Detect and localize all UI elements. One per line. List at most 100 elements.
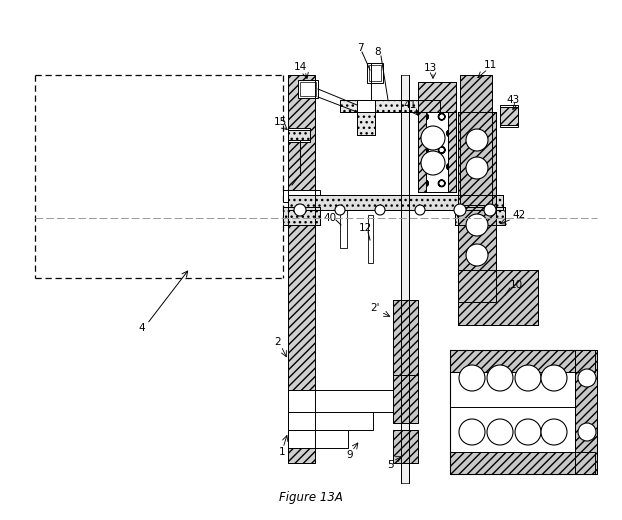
Bar xyxy=(357,112,375,135)
Bar xyxy=(288,128,310,142)
Bar xyxy=(500,107,518,125)
Text: 1: 1 xyxy=(279,447,285,457)
Bar xyxy=(460,75,492,205)
Text: 14: 14 xyxy=(294,62,307,72)
Bar xyxy=(283,207,320,225)
Circle shape xyxy=(541,365,567,391)
Text: 13: 13 xyxy=(424,63,437,73)
Bar xyxy=(450,452,595,474)
Text: 43: 43 xyxy=(507,95,520,105)
Circle shape xyxy=(466,157,488,179)
Bar xyxy=(455,207,505,225)
Bar xyxy=(288,412,373,430)
Circle shape xyxy=(578,423,596,441)
Bar xyxy=(455,207,505,225)
Bar xyxy=(450,452,595,474)
Circle shape xyxy=(487,419,513,445)
Bar xyxy=(450,350,595,372)
Bar xyxy=(393,430,418,463)
Bar xyxy=(418,112,426,192)
Circle shape xyxy=(466,214,488,236)
Bar xyxy=(458,207,496,302)
Bar xyxy=(288,195,503,210)
Bar xyxy=(283,190,320,202)
Bar xyxy=(340,100,440,112)
Circle shape xyxy=(454,204,466,216)
Bar xyxy=(458,112,496,207)
Bar xyxy=(500,107,518,125)
Circle shape xyxy=(335,205,345,215)
Circle shape xyxy=(484,204,496,216)
Circle shape xyxy=(466,244,488,266)
Bar xyxy=(500,105,518,127)
Text: 12: 12 xyxy=(358,223,371,233)
Bar xyxy=(288,75,315,463)
Text: Figure 13A: Figure 13A xyxy=(279,491,343,504)
Bar xyxy=(357,100,375,135)
Bar xyxy=(300,82,316,96)
Text: 15: 15 xyxy=(274,117,287,127)
Bar xyxy=(458,270,538,325)
Bar xyxy=(575,350,597,474)
Text: 7: 7 xyxy=(356,43,363,53)
Text: 9: 9 xyxy=(346,450,353,460)
Text: 41: 41 xyxy=(404,100,417,110)
Text: 40: 40 xyxy=(323,213,337,223)
Text: 2: 2 xyxy=(275,337,281,347)
Bar xyxy=(393,375,418,423)
Bar xyxy=(393,300,418,375)
Circle shape xyxy=(515,419,541,445)
Bar xyxy=(418,82,456,112)
Bar xyxy=(288,195,503,210)
Bar xyxy=(357,112,375,135)
Text: 42: 42 xyxy=(512,210,525,220)
Text: 2': 2' xyxy=(370,303,380,313)
Circle shape xyxy=(415,205,425,215)
Text: 4: 4 xyxy=(139,323,146,333)
Text: 10: 10 xyxy=(510,280,523,290)
Bar xyxy=(448,112,456,192)
Bar xyxy=(283,207,320,225)
Bar xyxy=(393,430,418,463)
Bar xyxy=(367,63,383,83)
Bar xyxy=(369,65,381,81)
Bar xyxy=(401,75,409,483)
Bar xyxy=(288,130,310,140)
Bar xyxy=(458,207,496,302)
Bar xyxy=(288,195,503,210)
Text: 8: 8 xyxy=(374,47,381,57)
Bar xyxy=(340,100,440,112)
Bar xyxy=(288,75,315,463)
Bar xyxy=(288,430,348,448)
Bar xyxy=(288,390,404,412)
Text: 11: 11 xyxy=(483,60,496,70)
Circle shape xyxy=(541,419,567,445)
Circle shape xyxy=(578,369,596,387)
Bar xyxy=(418,112,456,192)
Circle shape xyxy=(459,419,485,445)
Bar xyxy=(288,130,310,140)
Bar xyxy=(418,112,456,192)
Text: 5: 5 xyxy=(387,460,393,470)
Bar xyxy=(450,350,595,372)
Circle shape xyxy=(421,126,445,150)
Circle shape xyxy=(375,205,385,215)
Bar xyxy=(283,207,320,225)
Circle shape xyxy=(487,365,513,391)
Bar xyxy=(450,350,595,474)
Circle shape xyxy=(459,365,485,391)
Bar xyxy=(393,375,418,423)
Bar xyxy=(458,270,538,325)
Bar xyxy=(393,300,418,375)
Bar xyxy=(458,112,496,207)
Circle shape xyxy=(294,204,306,216)
Bar xyxy=(575,350,597,474)
Bar xyxy=(340,210,347,248)
Bar xyxy=(460,75,492,205)
Bar xyxy=(298,80,318,98)
Bar xyxy=(458,270,538,325)
Bar xyxy=(575,350,597,474)
Circle shape xyxy=(515,365,541,391)
Bar xyxy=(448,112,456,192)
Bar xyxy=(418,82,456,112)
